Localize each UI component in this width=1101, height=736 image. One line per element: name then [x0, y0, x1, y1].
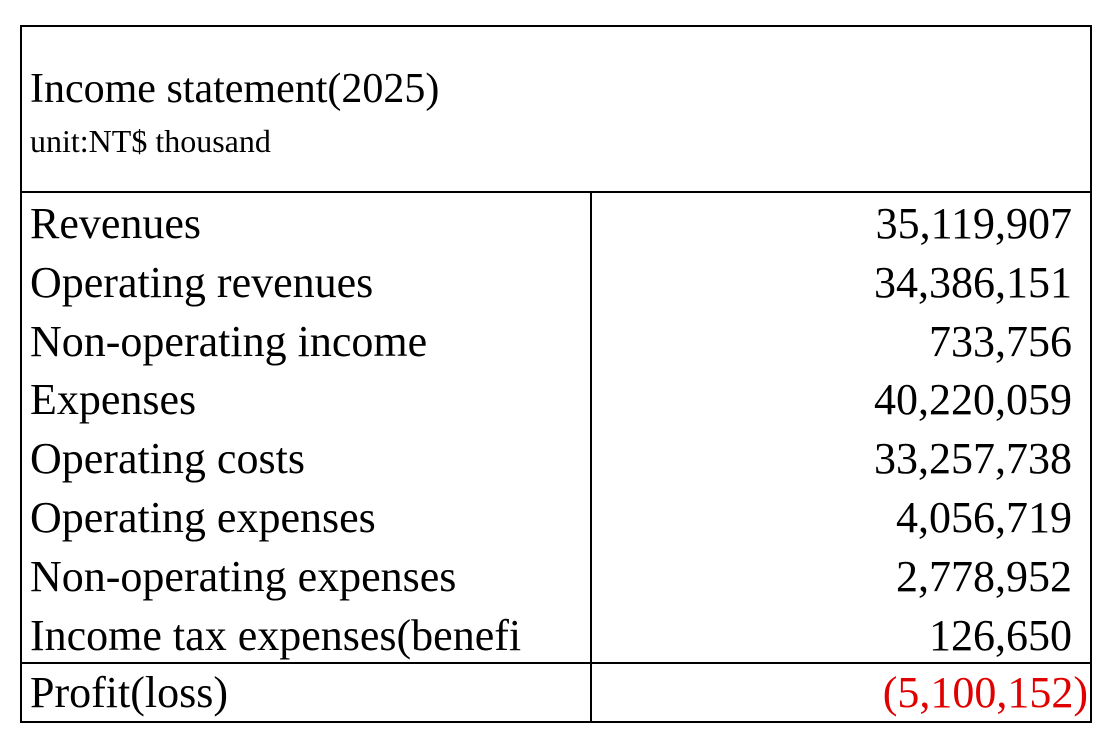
row-value: 34,386,151 — [874, 257, 1072, 307]
row-value: 40,220,059 — [874, 375, 1072, 425]
total-value: (5,100,152) — [882, 668, 1088, 717]
header: Income statement(2025) unit:NT$ thousand — [22, 27, 1090, 193]
row-value: 733,756 — [929, 316, 1072, 366]
row-label: Operating costs — [30, 434, 305, 484]
row-value: 126,650 — [929, 610, 1072, 660]
unit-note: unit:NT$ thousand — [30, 123, 271, 159]
row-label: Expenses — [30, 375, 197, 425]
row-label: Revenues — [30, 199, 202, 248]
column-divider — [590, 193, 592, 721]
row-label: Non-operating expenses — [30, 551, 457, 601]
row-value: 4,056,719 — [896, 493, 1072, 542]
row-value: 33,257,738 — [874, 434, 1072, 484]
total-divider — [22, 662, 1090, 664]
row-label: Operating revenues — [30, 257, 374, 307]
title: Income statement(2025) — [30, 66, 440, 112]
row-value: 2,778,952 — [896, 551, 1072, 601]
row-value: 35,119,907 — [875, 199, 1072, 248]
total-label: Profit(loss) — [30, 668, 228, 717]
statement-table: Income statement(2025) unit:NT$ thousand… — [20, 25, 1092, 723]
row-label: Income tax expenses(benefi — [30, 610, 522, 660]
row-label: Non-operating income — [30, 316, 428, 366]
row-label: Operating expenses — [30, 493, 376, 542]
